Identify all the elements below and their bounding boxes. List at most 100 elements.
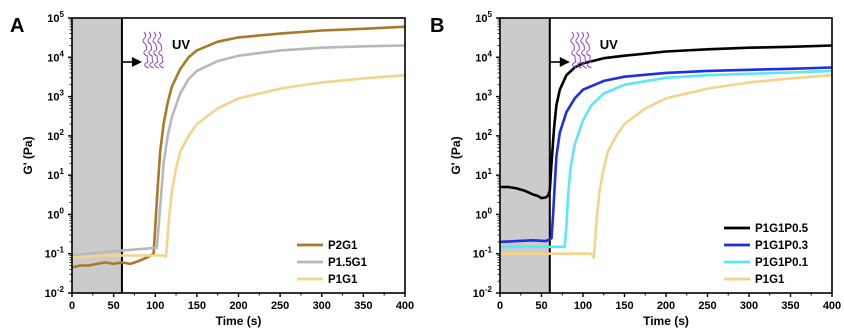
panel-b-y-tick-label: 101 (475, 167, 492, 182)
panel-b-letter: B (430, 15, 444, 37)
panel-b-series-p1g1p0-3 (499, 66, 833, 244)
panel-a-y-tick-exponent: 3 (60, 89, 65, 98)
panel-a-uv-wave (152, 31, 159, 69)
panel-a-uv-arrow-head (131, 57, 142, 67)
panel-a-y-tick-base: 10 (47, 52, 59, 64)
panel-b-x-tick-label: 250 (698, 300, 716, 312)
panel-a-y-tick-exponent: -1 (57, 246, 65, 255)
panel-b-uv-arrow-head (559, 57, 570, 67)
panel-b-y-tick-base: 10 (475, 170, 487, 182)
panel-a-legend-label: P1.5G1 (328, 257, 368, 269)
panel-a-y-tick-label: 105 (47, 10, 64, 25)
panel-a-series-p1-5g1 (71, 44, 406, 257)
panel-b-y-tick-exponent: 4 (488, 49, 493, 58)
panel-b-y-tick-label: 104 (475, 49, 492, 64)
panel-a-y-tick-label: 102 (47, 128, 64, 143)
panel-a: A 0 50 100 150 200 250 300 350 40010-210-1100101… (10, 10, 414, 328)
panel-b-legend-label: P1G1P0.1 (755, 257, 809, 269)
panel-a-y-tick-exponent: 4 (60, 49, 65, 58)
panel-b-uv-wave (585, 31, 592, 69)
panel-b-y-tick-exponent: -1 (485, 246, 493, 255)
panel-a-y-tick-label: 10-2 (45, 285, 65, 300)
panel-a-y-tick-label: 104 (47, 49, 64, 64)
panel-b-y-tick-label: 102 (475, 128, 492, 143)
panel-a-x-tick-label: 50 (108, 300, 120, 312)
panel-a-x-tick-label: 0 (69, 300, 75, 312)
panel-b-x-tick-label: 150 (615, 300, 633, 312)
panel-a-x-tick-label: 150 (188, 300, 206, 312)
panel-b-x-tick-label: 50 (535, 300, 547, 312)
panel-a-y-tick-base: 10 (47, 13, 59, 25)
panel-a-y-tick-label: 10-1 (45, 246, 65, 261)
panel-b-series-p1g1p0-5 (500, 44, 833, 200)
panel-b-y-tick-base: 10 (473, 249, 485, 261)
panel-a-body: 0 50 100 150 200 250 300 350 40010-210-110010110… (21, 10, 414, 328)
panel-a-uv-label: UV (172, 37, 190, 52)
panel-a-x-tick-label: 300 (313, 300, 331, 312)
panel-a-y-tick-exponent: 2 (60, 128, 65, 137)
panel-a-series-p1g1 (71, 73, 406, 259)
panel-a-y-tick-exponent: 0 (60, 206, 65, 215)
panel-a-x-tick-label: 250 (271, 300, 289, 312)
panel-a-x-axis-title: Time (s) (216, 314, 262, 328)
panel-a-y-tick-base: 10 (47, 131, 59, 143)
panel-b-legend: P1G1P0.5 P1G1P0.3 P1G1P0.1 P1G1 (724, 223, 809, 286)
panel-b-y-tick-exponent: 5 (488, 10, 493, 19)
panel-b-y-tick-base: 10 (475, 131, 487, 143)
panel-b-y-tick-label: 105 (475, 10, 492, 25)
panel-b-y-tick-base: 10 (475, 13, 487, 25)
panel-b-uv-wave-icon (570, 31, 592, 69)
panel-b-series-p1g1 (500, 73, 833, 259)
panel-b-legend-label: P1G1P0.5 (755, 223, 809, 235)
panel-b-shaded-region (500, 18, 550, 293)
panel-b-y-tick-exponent: 2 (488, 128, 493, 137)
panel-a-y-tick-base: 10 (47, 170, 59, 182)
panel-b-y-tick-base: 10 (473, 288, 485, 300)
panel-b-series-p1g1p0-1 (500, 69, 833, 249)
panel-a-x-tick-label: 400 (396, 300, 414, 312)
panel-b-legend-label: P1G1 (755, 274, 785, 286)
panel-a-y-tick-base: 10 (47, 209, 59, 221)
panel-b-x-tick-label: 100 (574, 300, 592, 312)
panel-b-y-tick-base: 10 (475, 92, 487, 104)
panel-b-uv-wave (580, 31, 587, 69)
panel-b-y-tick-label: 103 (475, 89, 492, 104)
panel-b-y-tick-exponent: 0 (488, 206, 493, 215)
panel-b-x-tick-label: 350 (781, 300, 799, 312)
panel-a-y-tick-base: 10 (45, 288, 57, 300)
panel-a-uv-wave-icon (142, 31, 164, 69)
panel-b-body: 0 50 100 150 200 250 300 350 40010-210-110010110… (449, 10, 841, 328)
panel-a-x-tick-label: 100 (146, 300, 164, 312)
panel-b-y-tick-label: 10-2 (473, 285, 493, 300)
panel-a-y-tick-base: 10 (45, 249, 57, 261)
panel-a-y-tick-label: 103 (47, 89, 64, 104)
panel-b-uv-label: UV (600, 37, 618, 52)
panel-a-y-tick-exponent: 5 (60, 10, 65, 19)
panel-a-legend-label: P1G1 (328, 274, 358, 286)
panel-a-shaded-region (72, 18, 122, 293)
panel-a-y-tick-exponent: -2 (57, 285, 65, 294)
panel-a-y-axis-title: G' (Pa) (21, 136, 35, 174)
panel-a-uv-wave (157, 31, 164, 69)
panel-a-y-tick-exponent: 1 (60, 167, 65, 176)
panel-b-y-tick-exponent: -2 (485, 285, 493, 294)
panel-b-x-tick-label: 400 (823, 300, 841, 312)
panel-a-x-tick-label: 200 (229, 300, 247, 312)
panel-b-uv-wave (570, 31, 577, 69)
panel-a-y-tick-label: 101 (47, 167, 64, 182)
panel-b-x-tick-label: 200 (657, 300, 675, 312)
panel-b-y-tick-base: 10 (475, 209, 487, 221)
panel-b-y-tick-exponent: 1 (488, 167, 493, 176)
panel-b-y-tick-label: 10-1 (473, 246, 493, 261)
panel-a-y-tick-base: 10 (47, 92, 59, 104)
panel-b-y-axis-title: G' (Pa) (449, 136, 463, 174)
panel-b-legend-label: P1G1P0.3 (755, 240, 808, 252)
panel-a-legend: P2G1 P1.5G1 P1G1 (297, 240, 368, 286)
panel-b-y-tick-base: 10 (475, 52, 487, 64)
panel-b-x-tick-label: 0 (497, 300, 503, 312)
panel-a-uv-wave (142, 31, 149, 69)
panel-a-legend-label: P2G1 (328, 240, 358, 252)
panel-b-x-tick-label: 300 (740, 300, 758, 312)
panel-a-series-p2g1 (71, 25, 406, 269)
